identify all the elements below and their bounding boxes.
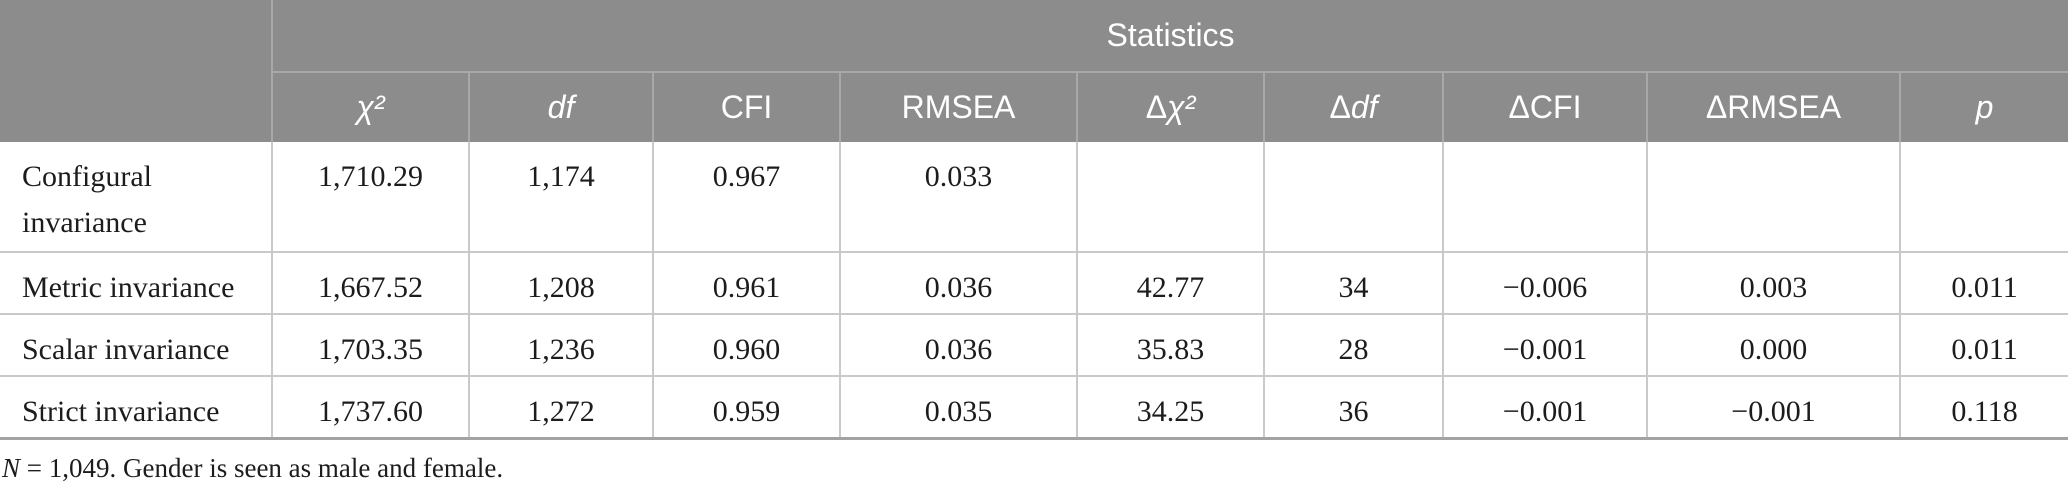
column-header-rmsea: RMSEA (839, 72, 1077, 142)
cell-p (1898, 142, 2068, 252)
cell-delta-rmsea: −0.001 (1646, 376, 1900, 438)
cell-delta-df: 28 (1263, 314, 1443, 376)
table-row-strict: Strict invariance 1,737.60 1,272 0.959 0… (0, 376, 2068, 438)
cell-cfi: 0.960 (652, 314, 840, 376)
cell-df: 1,174 (468, 142, 653, 252)
delta-symbol: Δ (1705, 89, 1728, 125)
cell-chi-square: 1,710.29 (271, 142, 469, 252)
delta-symbol: Δ (1329, 89, 1351, 125)
table-row-scalar: Scalar invariance 1,703.35 1,236 0.960 0… (0, 314, 2068, 376)
column-header-label: RMSEA (1727, 89, 1842, 125)
cell-cfi: 0.959 (652, 376, 840, 438)
corner-cell (0, 0, 273, 142)
delta-symbol: Δ (1145, 89, 1168, 125)
cell-df: 1,208 (468, 252, 653, 314)
table-footnote: N = 1,049. Gender is seen as male and fe… (2, 451, 2068, 485)
column-header-label: df (1350, 89, 1378, 125)
column-header-label: p (1975, 89, 1994, 125)
cell-chi-square: 1,737.60 (271, 376, 469, 438)
row-label: Scalar invariance (22, 333, 230, 366)
cell-delta-chi-square: 34.25 (1076, 376, 1264, 438)
cell-cfi: 0.961 (652, 252, 840, 314)
row-label: Strict invariance (22, 395, 220, 428)
table-row-configural: Configural invariance 1,710.29 1,174 0.9… (0, 142, 2068, 252)
column-header-delta-df: Δdf (1263, 72, 1443, 142)
cell-rmsea: 0.033 (839, 142, 1077, 252)
column-header-label: df (547, 89, 575, 125)
statistics-group-header: Statistics (272, 0, 2068, 73)
table-body: Configural invariance 1,710.29 1,174 0.9… (0, 142, 2068, 438)
cell-delta-rmsea: 0.000 (1646, 314, 1900, 376)
sample-size-symbol: N (2, 452, 21, 483)
cell-p: 0.118 (1898, 376, 2068, 438)
column-header-chi-square: χ² (272, 72, 469, 142)
cell-p: 0.011 (1898, 314, 2068, 376)
cell-delta-df (1263, 142, 1443, 252)
column-header-delta-rmsea: ΔRMSEA (1646, 72, 1900, 142)
delta-symbol: Δ (1508, 89, 1530, 125)
cell-delta-cfi (1442, 142, 1647, 252)
cell-delta-cfi: −0.001 (1442, 376, 1647, 438)
cell-delta-chi-square (1076, 142, 1264, 252)
column-header-label: CFI (720, 89, 773, 125)
cell-rmsea: 0.036 (839, 252, 1077, 314)
column-header-row: χ² df CFI RMSEA Δχ² Δdf ΔCFI ΔRMSEA p (0, 72, 2068, 142)
column-header-p: p (1898, 72, 2068, 142)
cell-delta-df: 34 (1263, 252, 1443, 314)
column-header-cfi: CFI (652, 72, 840, 142)
cell-df: 1,236 (468, 314, 653, 376)
group-header-row: Statistics (0, 0, 2068, 142)
column-header-label: χ² (356, 89, 385, 125)
table-row-metric: Metric invariance 1,667.52 1,208 0.961 0… (0, 252, 2068, 314)
column-header-delta-cfi: ΔCFI (1442, 72, 1647, 142)
cell-delta-rmsea: 0.003 (1646, 252, 1900, 314)
row-label: Configural invariance (22, 160, 152, 239)
footnote-text: = 1,049. Gender is seen as male and fema… (20, 452, 504, 483)
column-header-label: RMSEA (901, 89, 1016, 125)
row-label: Metric invariance (22, 271, 235, 304)
cell-delta-chi-square: 35.83 (1076, 314, 1264, 376)
table-header: Statistics χ² df CFI RMSEA Δχ² Δdf ΔCFI … (0, 0, 2068, 142)
column-header-df: df (468, 72, 653, 142)
cell-delta-cfi: −0.001 (1442, 314, 1647, 376)
column-header-label: χ² (1167, 89, 1196, 125)
cell-cfi: 0.967 (652, 142, 840, 252)
cell-df: 1,272 (468, 376, 653, 438)
cell-delta-df: 36 (1263, 376, 1443, 438)
cell-rmsea: 0.036 (839, 314, 1077, 376)
column-header-delta-chi-square: Δχ² (1076, 72, 1264, 142)
column-header-label: CFI (1529, 89, 1582, 125)
cell-rmsea: 0.035 (839, 376, 1077, 438)
cell-chi-square: 1,703.35 (271, 314, 469, 376)
cell-delta-cfi: −0.006 (1442, 252, 1647, 314)
cell-delta-rmsea (1646, 142, 1900, 252)
cell-p: 0.011 (1898, 252, 2068, 314)
cell-chi-square: 1,667.52 (271, 252, 469, 314)
cell-delta-chi-square: 42.77 (1076, 252, 1264, 314)
measurement-invariance-table: Statistics χ² df CFI RMSEA Δχ² Δdf ΔCFI … (0, 0, 2068, 438)
